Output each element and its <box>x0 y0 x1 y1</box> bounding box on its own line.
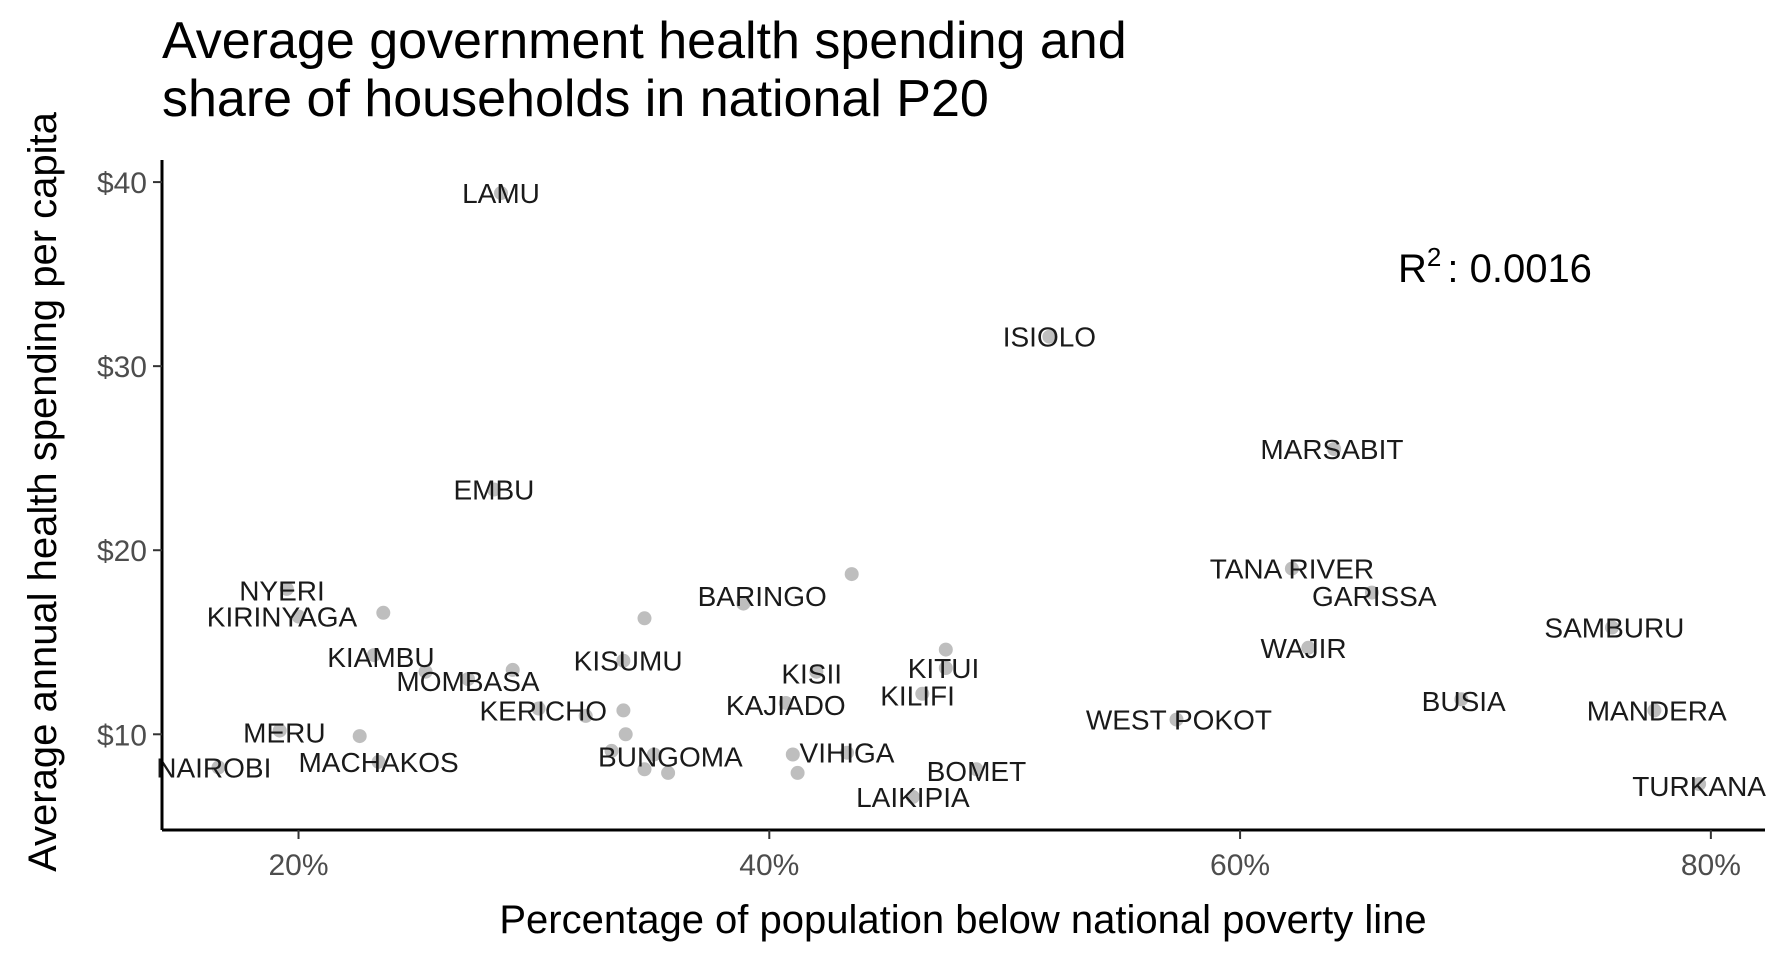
data-point-41 <box>661 765 676 780</box>
point-label-nairobi: NAIROBI <box>156 752 271 783</box>
point-label-samburu: SAMBURU <box>1544 613 1684 644</box>
data-point-31 <box>272 723 287 738</box>
data-point-42 <box>790 765 805 780</box>
y-axis-title: Average annual health spending per capit… <box>21 111 65 872</box>
point-label-kiambu: KIAMBU <box>327 642 434 673</box>
r-squared-annotation: R2: 0.0016 <box>1398 242 1592 291</box>
data-point-36 <box>785 747 800 762</box>
point-label-machakos: MACHAKOS <box>298 747 458 778</box>
y-tick-label: $10 <box>97 719 147 752</box>
y-ticks: $10 $20 $30 $40 <box>97 167 162 752</box>
y-tick-label: $40 <box>97 167 147 200</box>
data-point-30 <box>1169 712 1184 727</box>
data-point-7 <box>1364 585 1379 600</box>
point-label-garissa: GARISSA <box>1312 581 1437 612</box>
data-point-12 <box>637 611 652 626</box>
point-label-kisii: KISII <box>781 659 842 690</box>
data-point-16 <box>938 661 953 675</box>
chart-title-line-2: share of households in national P20 <box>162 70 989 128</box>
point-label-isiolo: ISIOLO <box>1003 322 1096 353</box>
data-point-38 <box>371 754 386 769</box>
data-point-40 <box>637 762 652 777</box>
data-point-13 <box>736 596 751 611</box>
data-point-33 <box>618 727 633 742</box>
data-point-35 <box>647 747 661 762</box>
data-point-43 <box>969 762 984 777</box>
data-point-19 <box>616 653 631 668</box>
y-tick-label: $20 <box>97 535 147 568</box>
point-label-mombasa: MOMBASA <box>396 666 539 697</box>
x-ticks: 20% 40% 60% 80% <box>269 830 1741 882</box>
x-tick-label: 40% <box>739 849 799 882</box>
x-tick-label: 20% <box>269 849 329 882</box>
data-point-28 <box>1454 692 1469 707</box>
point-label-lamu: LAMU <box>462 178 540 209</box>
point-label-bungoma: BUNGOMA <box>598 741 743 772</box>
point-label-tana-river: TANA RIVER <box>1210 554 1374 585</box>
data-point-24 <box>778 696 793 710</box>
data-point-39 <box>211 760 226 775</box>
data-point-23 <box>915 686 930 701</box>
data-point-4 <box>486 482 501 497</box>
chart-title-line-1: Average government health spending and <box>162 12 1127 70</box>
data-point-11 <box>291 609 306 624</box>
data-point-18 <box>418 664 433 679</box>
data-point-21 <box>461 672 475 687</box>
point-label-laikipia: LAIKIPIA <box>856 782 970 813</box>
x-tick-label: 60% <box>1210 849 1270 882</box>
data-point-9 <box>279 581 294 596</box>
data-point-27 <box>578 708 593 723</box>
data-point-3 <box>1327 442 1342 456</box>
data-point-26 <box>531 701 546 716</box>
data-point-32 <box>352 729 367 744</box>
x-axis-title: Percentage of population below national … <box>499 898 1426 942</box>
point-label-kajiado: KAJIADO <box>726 690 846 721</box>
point-label-vihiga: VIHIGA <box>800 738 895 769</box>
data-point-34 <box>604 743 619 758</box>
point-label-turkana: TURKANA <box>1632 771 1766 802</box>
data-point-8 <box>1605 620 1619 635</box>
point-label-nyeri: NYERI <box>239 576 325 607</box>
data-point-2 <box>1042 329 1057 344</box>
point-label-kilifi: KILIFI <box>880 681 955 712</box>
point-label-meru: MERU <box>243 717 325 748</box>
data-point-29 <box>1647 703 1662 718</box>
point-label-embu: EMBU <box>453 475 534 506</box>
data-point-6 <box>1284 561 1299 576</box>
data-point-17 <box>366 648 381 663</box>
chart-title: Average government health spending and s… <box>162 12 1127 128</box>
point-label-baringo: BARINGO <box>698 581 827 612</box>
data-point-15 <box>938 642 953 657</box>
data-point-45 <box>905 789 920 804</box>
data-point-22 <box>809 664 824 679</box>
point-label-marsabit: MARSABIT <box>1260 434 1403 465</box>
data-point-44 <box>1692 777 1707 791</box>
data-point-10 <box>376 605 391 620</box>
r-squared-value: : 0.0016 <box>1447 247 1592 291</box>
point-label-kisumu: KISUMU <box>574 646 683 677</box>
point-label-wajir: WAJIR <box>1261 633 1347 664</box>
r-squared-base: R <box>1398 247 1427 291</box>
data-point-25 <box>616 703 631 718</box>
data-point-37 <box>840 745 854 760</box>
y-tick-label: $30 <box>97 351 147 384</box>
axes-layer <box>160 160 1765 832</box>
point-label-kirinyaga: KIRINYAGA <box>207 602 358 633</box>
x-tick-label: 80% <box>1681 849 1741 882</box>
point-label-busia: BUSIA <box>1422 686 1506 717</box>
point-label-mandera: MANDERA <box>1587 695 1727 726</box>
point-label-west-pokot: WEST POKOT <box>1086 705 1272 736</box>
data-point-5 <box>844 567 859 582</box>
point-label-bomet: BOMET <box>927 756 1027 787</box>
r-squared-sup: 2 <box>1427 242 1441 272</box>
data-point-1 <box>494 186 508 201</box>
data-point-14 <box>1301 640 1316 655</box>
data-point-20 <box>505 662 520 677</box>
point-label-kitui: KITUI <box>908 653 980 684</box>
point-label-kericho: KERICHO <box>480 695 608 726</box>
points-layer <box>211 186 1707 804</box>
